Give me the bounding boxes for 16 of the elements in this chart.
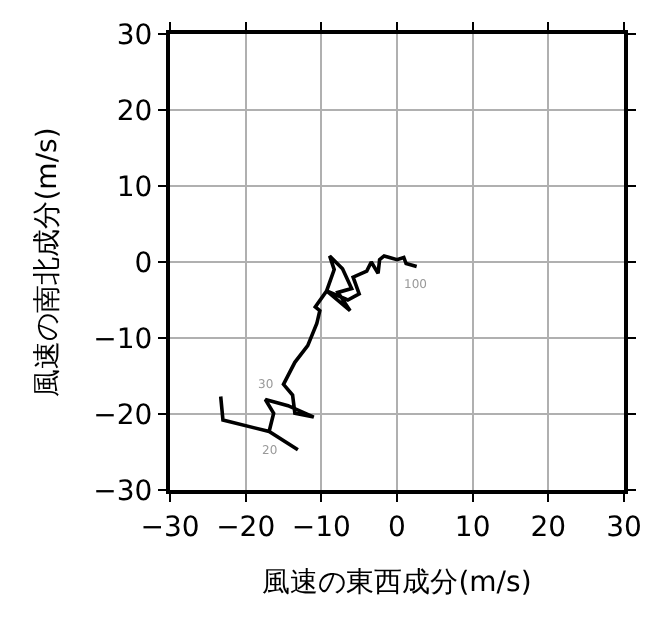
y-tick-label: −30: [93, 475, 153, 508]
x-tick-label: 0: [388, 511, 406, 544]
x-axis-title: 風速の東西成分(m/s): [262, 567, 532, 600]
y-tick-label: 30: [116, 19, 153, 52]
y-axis-title: 風速の南北成分(m/s): [31, 127, 64, 397]
y-tick-label: 10: [116, 171, 153, 204]
y-tick-label: 20: [116, 95, 153, 128]
y-tick-label: −20: [93, 399, 153, 432]
x-tick-label: −20: [216, 511, 276, 544]
x-tick-label: 30: [606, 511, 642, 544]
y-tick-label: −10: [93, 323, 153, 356]
y-tick-label: 0: [134, 247, 153, 280]
x-tick-label: 10: [454, 511, 491, 544]
x-tick-label: −30: [140, 511, 200, 544]
x-tick-label: −10: [291, 511, 351, 544]
x-tick-label: 20: [530, 511, 567, 544]
